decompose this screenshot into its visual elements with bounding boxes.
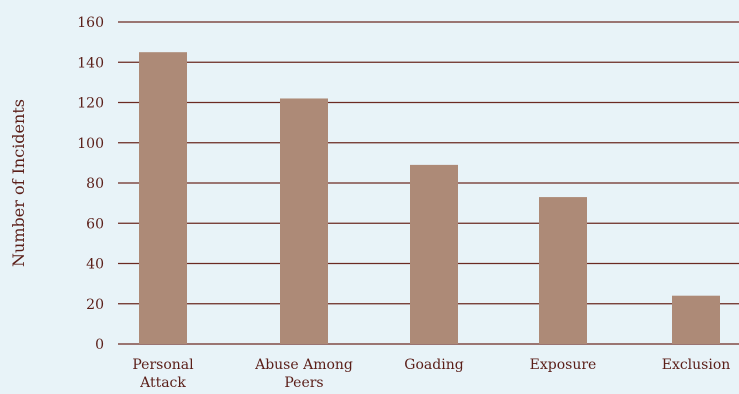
y-axis-title: Number of Incidents [9,99,28,267]
x-category-label: Personal Attack [132,357,194,391]
x-category-label: Exposure [530,357,597,373]
y-tick-label: 0 [95,337,104,353]
y-tick-label: 20 [86,297,104,313]
x-category-label-line: Abuse Among [254,357,353,373]
bar [139,52,187,344]
x-category-label-line: Attack [139,375,186,391]
y-tick-label: 160 [77,15,104,31]
bar [280,98,328,344]
y-tick-label: 80 [86,176,104,192]
x-category-label: Goading [404,357,463,373]
y-tick-label: 60 [86,216,104,232]
bar [672,295,720,344]
y-tick-label: 120 [77,96,104,112]
bar [410,164,458,344]
y-tick-label: 100 [77,136,104,152]
x-category-label-line: Exposure [530,357,597,373]
x-category-label-line: Peers [284,375,323,391]
bars [139,52,720,344]
y-tick-label: 140 [77,55,104,71]
x-category-label: Exclusion [662,357,731,373]
y-tick-labels: 0 20 40 60 80 100 120 140 160 [77,15,104,353]
bar [539,197,587,344]
x-category-labels: Personal Attack Abuse Among Peers Goading Exp… [132,357,730,391]
x-category-label-line: Exclusion [662,357,731,373]
x-category-label-line: Personal [132,357,194,373]
y-tick-label: 40 [86,257,104,273]
x-category-label-line: Goading [404,357,463,373]
x-category-label: Abuse Among Peers [254,357,353,391]
